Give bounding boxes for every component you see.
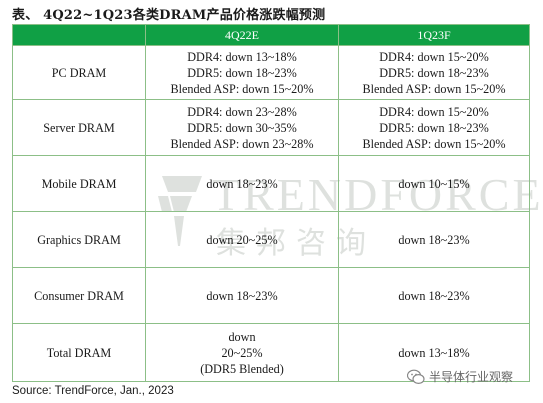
cell-line: DDR5: down 18~23% [379,65,489,80]
cell-line: 20~25% [221,345,263,360]
cell-line: DDR4: down 13~18% [187,49,297,64]
cell-line: (DDR5 Blended) [200,361,284,376]
cell-1q23f: DDR4: down 15~20% DDR5: down 18~23% Blende… [338,45,530,100]
table-header-row: 4Q22E 1Q23F [12,24,530,46]
cell-1q23f: down 13~18% [338,323,530,382]
row-label: PC DRAM [12,45,146,100]
source-note: Source: TrendForce, Jan., 2023 [12,385,174,397]
header-empty-cell [12,24,146,46]
table-row: Server DRAM DDR4: down 23~28% DDR5: down 3… [12,99,530,156]
cell-line: down 20~25% [206,232,278,247]
cell-4q22e: down 18~23% [145,267,339,324]
wechat-icon [407,369,425,384]
table-title: 表、 4Q22~1Q23各类DRAM产品价格涨跌幅预测 [12,8,326,23]
cell-4q22e: down 20~25% (DDR5 Blended) [145,323,339,382]
header-1q23f: 1Q23F [338,24,530,46]
row-label: Server DRAM [12,99,146,156]
cell-line: Blended ASP: down 15~20% [170,81,314,96]
cell-line: down 10~15% [398,176,470,191]
cell-line: down [228,329,256,344]
cell-line: DDR5: down 18~23% [379,120,489,135]
cell-1q23f: down 18~23% [338,267,530,324]
cell-line: Blended ASP: down 23~28% [170,136,314,151]
cell-line: Blended ASP: down 15~20% [362,136,506,151]
table-row: PC DRAM DDR4: down 13~18% DDR5: down 18~23… [12,45,530,100]
wechat-attribution: 半导体行业观察 [407,368,513,385]
cell-line: DDR5: down 18~23% [187,65,297,80]
table-row: Total DRAM down 20~25% (DDR5 Blended) down 1… [12,323,530,382]
cell-line: DDR4: down 23~28% [187,104,297,119]
row-label: Mobile DRAM [12,155,146,212]
cell-line: down 18~23% [398,232,470,247]
cell-line: down 18~23% [206,176,278,191]
cell-line: down 18~23% [206,288,278,303]
row-label: Total DRAM [12,323,146,382]
cell-line: DDR5: down 30~35% [187,120,297,135]
cell-line: down 13~18% [398,345,470,360]
row-label: Graphics DRAM [12,211,146,268]
cell-4q22e: DDR4: down 23~28% DDR5: down 30~35% Blende… [145,99,339,156]
cell-1q23f: down 10~15% [338,155,530,212]
wechat-account-name: 半导体行业观察 [429,370,514,384]
cell-1q23f: down 18~23% [338,211,530,268]
table-row: Consumer DRAM down 18~23% down 18~23% [12,267,530,324]
cell-4q22e: DDR4: down 13~18% DDR5: down 18~23% Blende… [145,45,339,100]
cell-line: down 18~23% [398,288,470,303]
header-4q22e: 4Q22E [145,24,339,46]
cell-4q22e: down 20~25% [145,211,339,268]
cell-1q23f: DDR4: down 15~20% DDR5: down 18~23% Blende… [338,99,530,156]
row-label: Consumer DRAM [12,267,146,324]
table-row: Graphics DRAM down 20~25% down 18~23% [12,211,530,268]
dram-price-table: 4Q22E 1Q23F PC DRAM DDR4: down 13~18% DDR5… [12,24,530,382]
cell-line: DDR4: down 15~20% [379,104,489,119]
table-row: Mobile DRAM down 18~23% down 10~15% [12,155,530,212]
cell-line: DDR4: down 15~20% [379,49,489,64]
cell-4q22e: down 18~23% [145,155,339,212]
cell-line: Blended ASP: down 15~20% [362,81,506,96]
